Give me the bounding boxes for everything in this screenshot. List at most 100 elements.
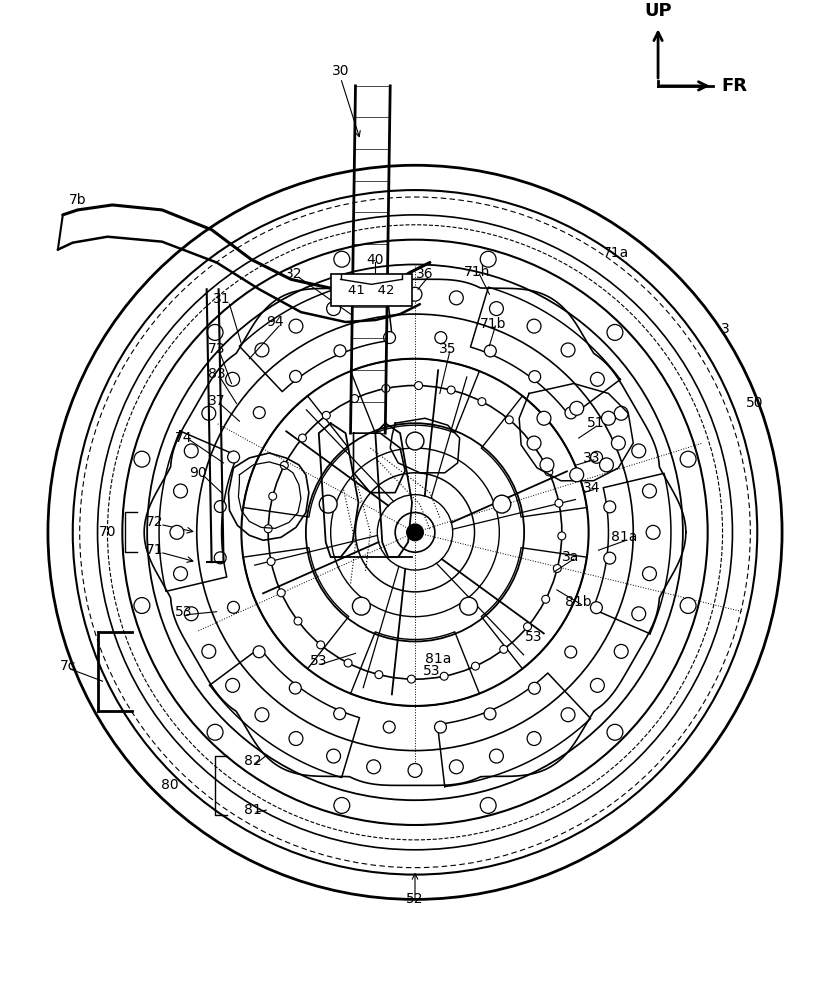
Text: 40: 40: [366, 253, 384, 267]
Circle shape: [642, 484, 656, 498]
Text: 3: 3: [721, 322, 730, 336]
Circle shape: [540, 458, 554, 472]
Circle shape: [375, 671, 383, 679]
Circle shape: [607, 724, 623, 740]
Circle shape: [537, 411, 551, 425]
Circle shape: [317, 641, 325, 649]
Circle shape: [294, 617, 302, 625]
Circle shape: [334, 798, 350, 813]
Circle shape: [352, 597, 371, 615]
Circle shape: [267, 558, 275, 565]
Circle shape: [591, 678, 604, 692]
Circle shape: [527, 732, 541, 745]
Text: FR: FR: [721, 77, 747, 95]
Circle shape: [228, 601, 239, 613]
Circle shape: [570, 468, 583, 482]
Circle shape: [289, 319, 303, 333]
Circle shape: [591, 602, 602, 614]
Text: 37: 37: [208, 394, 225, 408]
Text: 70: 70: [99, 525, 116, 539]
Circle shape: [134, 451, 150, 467]
Circle shape: [642, 567, 656, 581]
Circle shape: [134, 598, 150, 613]
Text: 53: 53: [175, 605, 193, 619]
Circle shape: [647, 525, 660, 539]
Circle shape: [555, 499, 563, 507]
Text: 90: 90: [189, 466, 207, 480]
Text: 35: 35: [439, 342, 456, 356]
Circle shape: [384, 332, 396, 344]
Circle shape: [527, 319, 541, 333]
Circle shape: [407, 675, 416, 683]
Circle shape: [591, 451, 602, 463]
Text: 33: 33: [583, 451, 600, 465]
Circle shape: [214, 501, 226, 512]
Circle shape: [565, 407, 577, 419]
Text: 81a: 81a: [611, 530, 637, 544]
Circle shape: [226, 372, 239, 386]
Circle shape: [255, 343, 269, 357]
Circle shape: [505, 416, 514, 424]
Circle shape: [632, 607, 646, 621]
Circle shape: [184, 607, 199, 621]
Circle shape: [289, 682, 301, 694]
Text: 36: 36: [416, 267, 434, 281]
Circle shape: [599, 458, 613, 472]
Circle shape: [214, 552, 226, 564]
Text: 83: 83: [208, 367, 225, 381]
Circle shape: [184, 444, 199, 458]
Text: 81: 81: [244, 803, 262, 817]
Circle shape: [280, 461, 288, 469]
Circle shape: [319, 495, 337, 513]
Text: 81b: 81b: [565, 595, 592, 609]
Circle shape: [264, 525, 273, 533]
Circle shape: [553, 565, 561, 572]
Circle shape: [327, 749, 341, 763]
Circle shape: [570, 401, 583, 415]
FancyBboxPatch shape: [331, 274, 412, 306]
Circle shape: [545, 468, 553, 476]
Text: 7c: 7c: [60, 659, 76, 673]
Circle shape: [604, 552, 616, 564]
Circle shape: [528, 440, 536, 448]
Circle shape: [268, 492, 277, 500]
Circle shape: [290, 370, 302, 382]
Circle shape: [253, 646, 265, 658]
Circle shape: [529, 371, 541, 383]
Circle shape: [447, 386, 455, 394]
Circle shape: [202, 644, 216, 658]
Circle shape: [558, 532, 566, 540]
Circle shape: [591, 372, 604, 386]
Circle shape: [415, 382, 422, 390]
Circle shape: [207, 324, 223, 340]
Circle shape: [484, 708, 496, 720]
Circle shape: [226, 678, 239, 692]
Text: 53: 53: [423, 664, 440, 678]
Circle shape: [565, 646, 577, 658]
Text: 94: 94: [266, 315, 284, 329]
Circle shape: [435, 332, 447, 344]
Circle shape: [632, 444, 646, 458]
Text: 7b: 7b: [69, 193, 86, 207]
Circle shape: [408, 763, 422, 777]
Text: 74: 74: [175, 431, 193, 445]
Text: 81a: 81a: [425, 652, 451, 666]
Circle shape: [334, 345, 346, 357]
Circle shape: [612, 436, 625, 450]
Circle shape: [366, 760, 381, 774]
Circle shape: [322, 411, 330, 419]
Circle shape: [170, 525, 184, 539]
Circle shape: [407, 524, 423, 540]
Circle shape: [382, 384, 390, 392]
Circle shape: [406, 432, 424, 450]
Circle shape: [253, 407, 265, 419]
Circle shape: [614, 644, 628, 658]
Text: UP: UP: [644, 2, 672, 20]
Circle shape: [460, 597, 478, 615]
Circle shape: [480, 798, 496, 813]
Text: 71b: 71b: [480, 317, 507, 331]
Circle shape: [527, 436, 541, 450]
Text: 50: 50: [745, 396, 763, 410]
Circle shape: [351, 395, 358, 403]
Text: 72: 72: [146, 515, 164, 529]
